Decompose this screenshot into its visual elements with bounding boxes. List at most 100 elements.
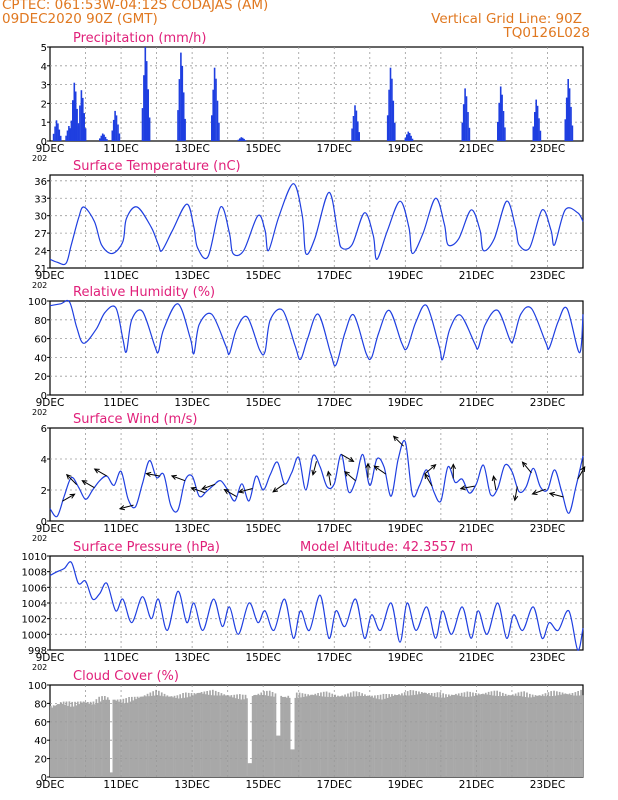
- cloud-bar: [446, 697, 449, 777]
- cloud-bar: [233, 694, 236, 777]
- temp-frame: [49, 174, 584, 269]
- precip-bar: [57, 123, 59, 141]
- precip-bar: [535, 99, 537, 141]
- cloud-bar: [439, 692, 442, 777]
- cloud-bar: [573, 695, 575, 777]
- cloud-bar: [121, 702, 123, 777]
- cloud-ytick-label: 40: [34, 736, 47, 747]
- pressure-ytick-label: 1006: [22, 583, 47, 594]
- precip-bar: [498, 102, 500, 141]
- cloud-bar: [432, 696, 434, 777]
- cloud-bar: [321, 696, 324, 777]
- cloud-xtick-label: 13DEC: [174, 779, 209, 791]
- cloud-bar: [278, 735, 281, 777]
- cloud-bar: [564, 693, 567, 777]
- cloud-bar: [423, 692, 426, 777]
- wind-arrow-head: [170, 474, 177, 480]
- cloud-bar: [220, 693, 223, 777]
- cloud-bar: [385, 694, 388, 777]
- cloud-bar: [365, 696, 368, 777]
- precip-bar: [240, 137, 243, 141]
- precip-bar: [241, 137, 244, 141]
- wind-arrow: [460, 485, 475, 490]
- cloud-bar: [558, 691, 561, 777]
- wind-arrow-head: [223, 489, 230, 494]
- cloud-bar: [480, 694, 483, 777]
- cloud-bar: [122, 698, 125, 777]
- cloud-bar: [118, 701, 120, 777]
- cloud-bar: [257, 693, 260, 777]
- pressure-year-fragment: 202: [32, 663, 47, 672]
- cloud-bar: [186, 697, 189, 777]
- temp-series-line: [49, 183, 584, 266]
- cloud-bar: [340, 696, 342, 777]
- cloud-bar: [91, 704, 93, 777]
- cloud-bar: [202, 693, 204, 777]
- precip-xtick-label: 19DEC: [388, 143, 423, 155]
- precip-bar: [73, 82, 76, 141]
- cloud-bar: [65, 701, 68, 777]
- cloud-bar: [260, 692, 263, 777]
- cloud-bar: [577, 691, 579, 777]
- cloud-bar: [176, 695, 179, 777]
- cloud-bar: [244, 694, 247, 777]
- cloud-bar: [57, 704, 59, 777]
- pressure-xtick-label: 19DEC: [388, 652, 423, 664]
- cloud-bar: [308, 695, 311, 777]
- cloud-bar: [135, 699, 137, 777]
- cloud-bar: [266, 690, 268, 777]
- precip-bar: [177, 110, 179, 141]
- rh-xtick-label: 9DEC: [36, 397, 65, 409]
- cloud-bar: [348, 696, 351, 777]
- cloud-bar: [531, 694, 534, 777]
- wind-arrow: [171, 475, 186, 482]
- cloud-bar: [318, 695, 321, 777]
- cloud-bar: [182, 693, 184, 777]
- wind-title: Surface Wind (m/s): [73, 412, 197, 427]
- cloud-bar: [389, 696, 392, 777]
- wind-arrow: [224, 489, 237, 498]
- temp-xtick-label: 23DEC: [530, 270, 565, 282]
- cloud-bar: [568, 693, 571, 777]
- wind-arrow-head: [93, 468, 100, 474]
- wind-arrow: [146, 473, 161, 477]
- cloud-bar: [149, 692, 152, 777]
- cloud-bar: [565, 693, 568, 777]
- cloud-bar: [89, 701, 92, 777]
- wind-arrow-head: [365, 462, 371, 469]
- precip-bar: [567, 79, 569, 141]
- precip-bar: [80, 90, 83, 141]
- cloud-bar: [217, 692, 220, 777]
- cloud-bar: [307, 694, 309, 777]
- precip-bar: [115, 115, 118, 141]
- cloud-title: Cloud Cover (%): [73, 669, 179, 684]
- cloud-bar: [173, 695, 176, 777]
- rh-ytick-label: 0: [41, 391, 47, 402]
- cloud-bar: [560, 694, 562, 777]
- rh-xtick-label: 21DEC: [459, 397, 494, 409]
- precip-bar: [184, 118, 186, 141]
- cloud-bar: [263, 691, 265, 777]
- cloud-bar: [234, 698, 237, 777]
- cloud-bar: [203, 691, 206, 777]
- cloud-bar: [415, 690, 417, 777]
- precip-ytick-label: 4: [41, 62, 47, 73]
- cloud-bar: [409, 690, 412, 777]
- cloud-bar: [59, 702, 62, 777]
- cloud-bar: [94, 704, 96, 777]
- cloud-bar: [401, 693, 403, 777]
- precip-xtick-label: 9DEC: [36, 143, 65, 155]
- cloud-bar: [496, 690, 498, 777]
- cloud-bar: [382, 693, 385, 777]
- rh-frame: [49, 300, 584, 396]
- cloud-bar: [459, 695, 461, 777]
- cloud-bar: [320, 692, 322, 777]
- precip-bar: [178, 79, 181, 141]
- cloud-ytick-label: 20: [34, 755, 47, 766]
- precip-bar: [411, 138, 414, 141]
- precip-bar: [69, 128, 72, 141]
- precip-bar: [74, 91, 77, 141]
- cloud-bar: [312, 695, 315, 777]
- precip-bar: [501, 94, 503, 141]
- wind-frame: [49, 427, 584, 522]
